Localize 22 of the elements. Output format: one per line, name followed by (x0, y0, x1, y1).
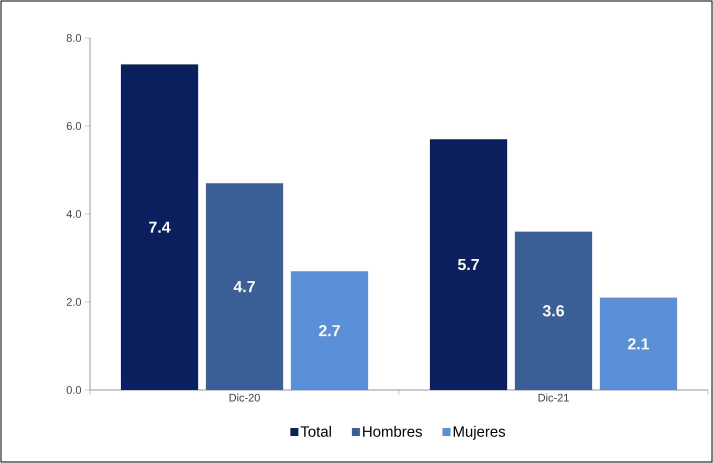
y-tick-label: 0.0 (66, 386, 82, 394)
data-label: 2.7 (318, 325, 340, 336)
bar (290, 271, 368, 390)
bar (600, 298, 678, 390)
y-tick-label: 2.0 (66, 298, 82, 306)
bar (120, 64, 198, 390)
data-label: 2.1 (628, 338, 650, 350)
legend-label: Total (300, 426, 331, 437)
bar (206, 183, 284, 390)
bar (430, 139, 508, 390)
x-tick-label: Dic-20 (230, 394, 260, 402)
legend-label: Hombres (363, 426, 422, 437)
data-label: 3.6 (542, 305, 564, 316)
y-tick-label: 8.0 (66, 34, 82, 42)
legend-label: Mujeres (454, 426, 506, 440)
x-tick-label: Dic-21 (538, 394, 569, 402)
y-tick-label: 6.0 (66, 122, 82, 130)
data-label: 5.7 (458, 259, 479, 270)
data-label: 4.7 (234, 281, 255, 292)
bar (514, 232, 592, 390)
data-label: 7.4 (149, 222, 171, 233)
y-tick-label: 4.0 (66, 210, 82, 218)
